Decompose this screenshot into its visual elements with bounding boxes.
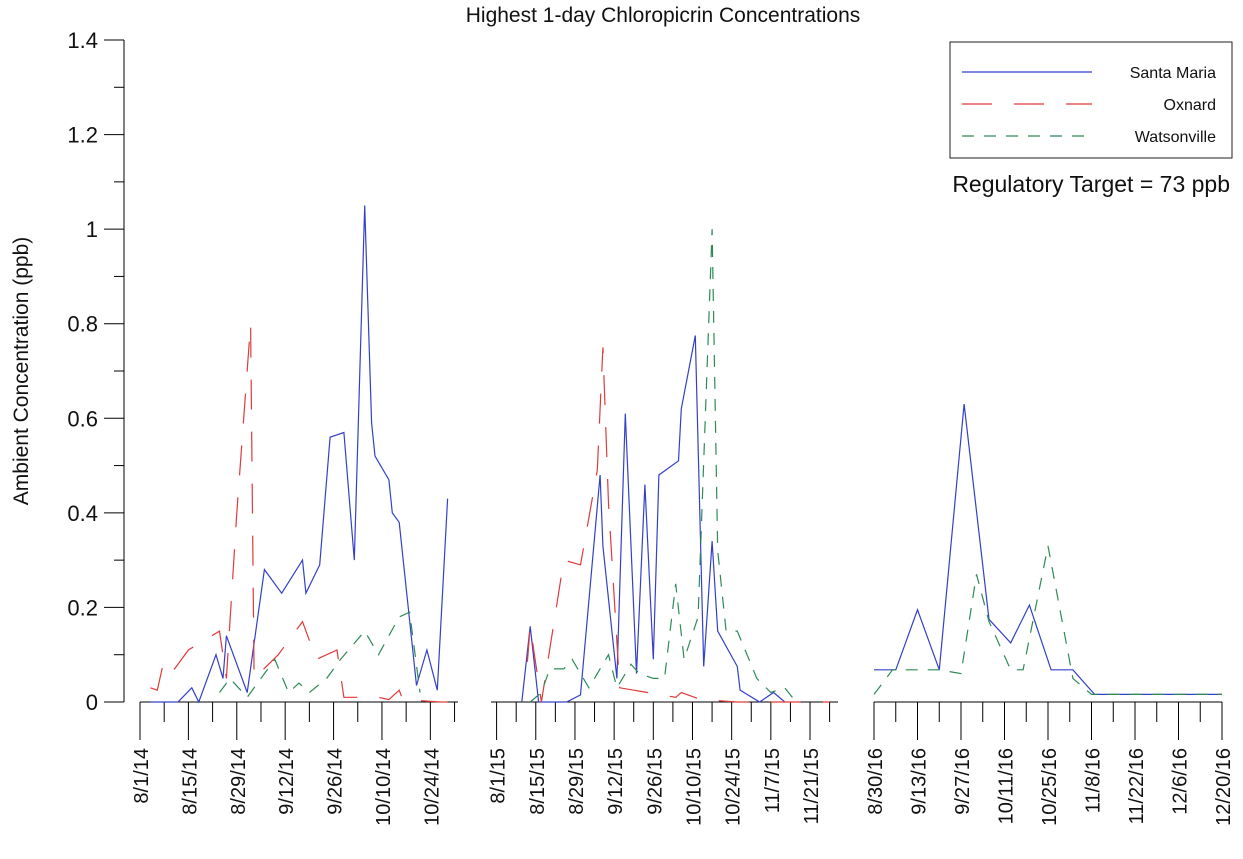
series-line [526, 347, 830, 703]
y-tick-label: 0 [86, 690, 98, 715]
x-tick-label: 8/30/16 [865, 748, 887, 815]
x-tick-label: 9/13/16 [909, 748, 931, 815]
x-tick-label: 10/10/15 [683, 748, 705, 826]
x-tick-label: 12/6/16 [1170, 748, 1192, 815]
x-tick-label: 11/21/15 [801, 748, 823, 824]
x-tick-label: 9/12/15 [605, 748, 627, 815]
x-tick-label: 10/24/14 [421, 748, 443, 826]
x-tick-label: 8/29/14 [228, 748, 250, 815]
y-tick-label: 0.4 [67, 501, 98, 526]
x-tick-label: 11/8/16 [1083, 748, 1105, 813]
chart-title: Highest 1-day Chloropicrin Concentration… [466, 4, 861, 27]
x-tick-label: 10/10/14 [373, 748, 395, 826]
x-tick-label: 8/1/14 [131, 748, 153, 804]
series-line [219, 611, 421, 699]
x-tick-label: 10/11/16 [996, 748, 1018, 824]
x-tick-label: 11/22/16 [1126, 748, 1148, 824]
x-tick-label: 8/15/15 [527, 748, 549, 815]
legend-label: Oxnard [1164, 97, 1216, 114]
y-tick-label: 0.8 [67, 312, 98, 337]
annotation: Regulatory Target = 73 ppb [952, 171, 1230, 197]
series-line [874, 404, 1222, 696]
series-line [150, 205, 449, 704]
legend-box [949, 41, 1233, 159]
y-axis-label: Ambient Concentration (ppb) [10, 237, 33, 505]
y-tick-label: 1.2 [67, 123, 98, 148]
x-tick-label: 8/15/14 [179, 748, 201, 815]
series-line [150, 323, 448, 703]
y-tick-label: 0.6 [67, 406, 98, 431]
x-tick-label: 10/25/16 [1039, 748, 1061, 826]
x-tick-label: 8/1/15 [488, 748, 510, 804]
series-line [873, 545, 1222, 696]
x-tick-label: 9/27/16 [952, 748, 974, 815]
x-tick-label: 12/20/16 [1213, 748, 1235, 826]
y-tick-label: 0.2 [67, 595, 98, 620]
series-line [529, 229, 797, 703]
x-tick-label: 10/24/15 [723, 748, 745, 826]
y-tick-label: 1 [86, 217, 98, 242]
y-tick-label: 1.4 [67, 28, 98, 53]
series-line [521, 335, 786, 703]
x-tick-label: 9/26/15 [644, 748, 666, 815]
x-tick-label: 11/7/15 [762, 748, 784, 813]
x-tick-label: 9/26/14 [325, 748, 347, 815]
x-tick-label: 8/29/15 [566, 748, 588, 815]
legend-label: Santa Maria [1130, 65, 1216, 82]
x-tick-label: 9/12/14 [276, 748, 298, 815]
legend-label: Watsonville [1135, 129, 1216, 146]
